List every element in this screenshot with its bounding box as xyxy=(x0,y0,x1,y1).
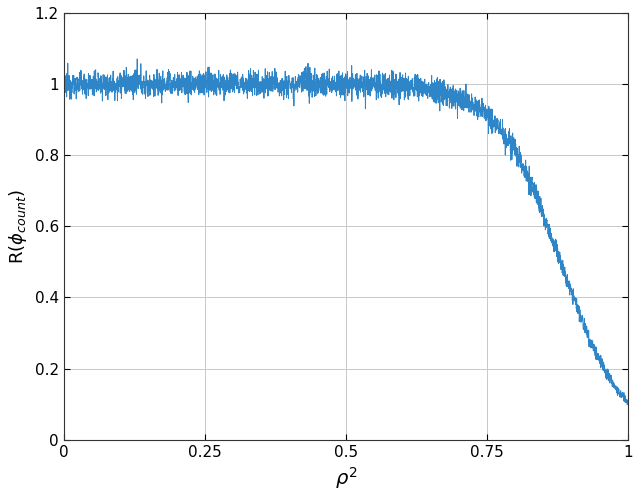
X-axis label: $\rho^2$: $\rho^2$ xyxy=(335,465,357,491)
Y-axis label: R($\phi_{count}$): R($\phi_{count}$) xyxy=(7,189,29,264)
